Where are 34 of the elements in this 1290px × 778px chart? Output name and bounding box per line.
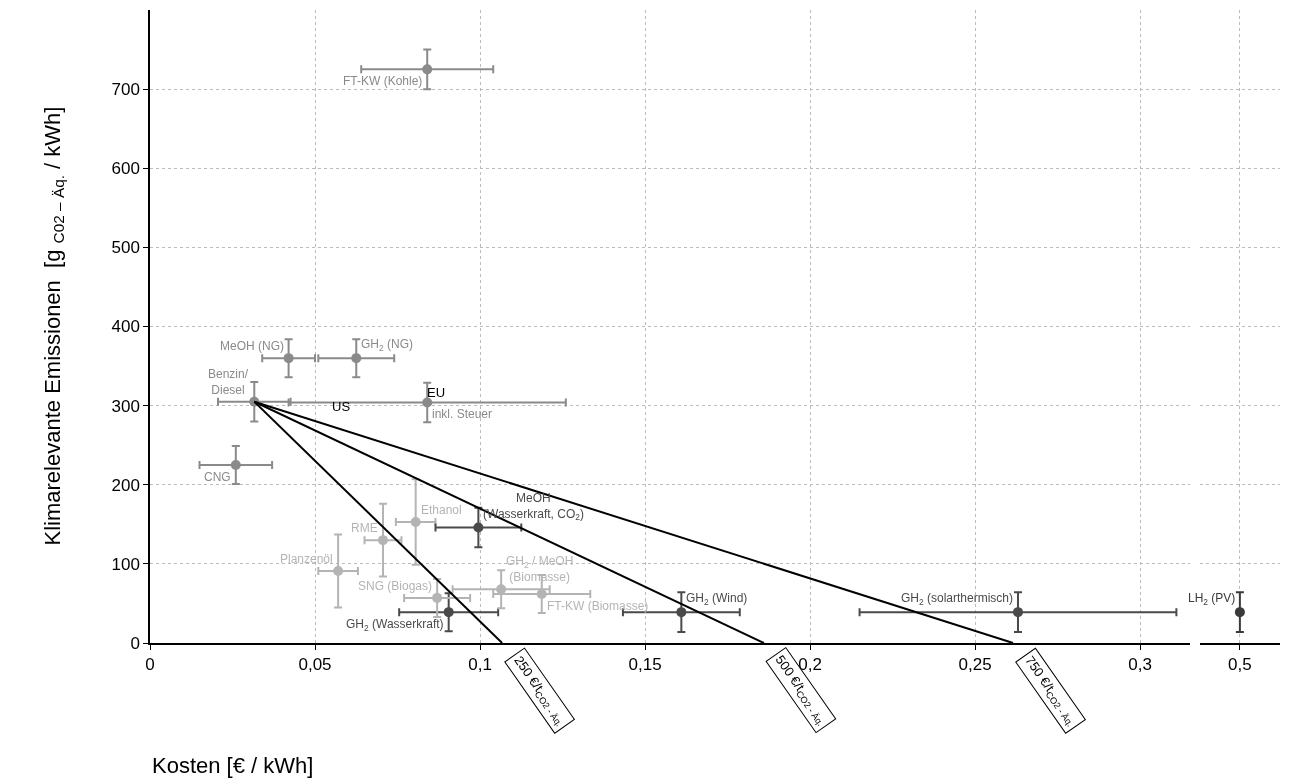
series-label: GH$_{2}$ (Wind)	[686, 591, 748, 607]
series-label: RME	[351, 521, 378, 535]
series-label: Planzenöl	[280, 552, 333, 566]
series-label: FT-KW (Kohle)	[343, 74, 423, 88]
annotation: EU	[427, 385, 446, 400]
x-tick-label: 0,05	[298, 655, 332, 675]
x-tick-label: 0,1	[468, 655, 492, 675]
series-label: inkl. Steuer	[432, 407, 493, 421]
x-tick-label: 0,5	[1228, 655, 1252, 675]
x-tick-label: 0,25	[958, 655, 992, 675]
x-tick-label: 0,15	[628, 655, 662, 675]
series-label: CNG	[204, 470, 231, 484]
y-tick-label: 400	[111, 317, 140, 337]
y-tick-label: 0	[130, 633, 140, 653]
series-label: SNG (Biogas)	[358, 579, 433, 593]
y-tick-label: 200	[111, 475, 140, 495]
series-label: FT-KW (Biomasse)	[547, 599, 649, 613]
series-label: Ethanol	[421, 503, 462, 517]
annotation: US	[332, 399, 351, 414]
x-tick-label: 0,3	[1128, 655, 1152, 675]
x-tick-label: 0,2	[798, 655, 822, 675]
x-tick-label: 0	[145, 655, 155, 675]
series-label: GH$_{2}$ (solarthermisch)	[901, 591, 1014, 607]
y-tick-label: 600	[111, 159, 140, 179]
series-label: LH$_{2}$ (PV)	[1188, 591, 1236, 607]
series-label: Benzin/ Diesel	[208, 367, 249, 397]
y-tick-label: 300	[111, 396, 140, 416]
y-tick-label: 500	[111, 238, 140, 258]
series-label: GH$_{2}$ (NG)	[361, 337, 413, 353]
y-tick-label: 700	[111, 80, 140, 100]
x-axis-title: Kosten [€ / kWh]	[152, 753, 314, 778]
y-tick-label: 100	[111, 554, 140, 574]
series-label: MeOH (NG)	[220, 339, 284, 353]
series-label: GH$_{2}$ (Wasserkraft)	[346, 617, 444, 633]
